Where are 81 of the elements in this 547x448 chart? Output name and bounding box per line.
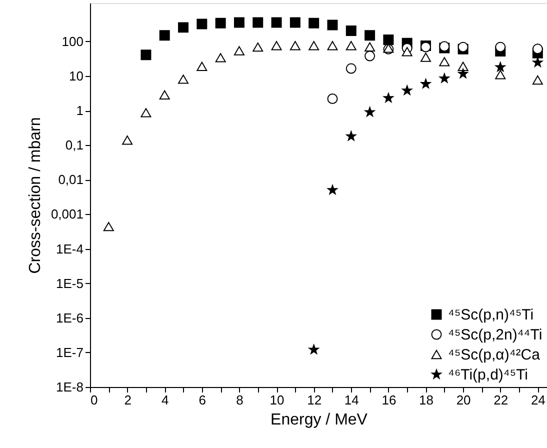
point <box>234 46 244 56</box>
point <box>458 68 468 78</box>
point <box>439 73 450 83</box>
point <box>439 57 450 66</box>
y-tick-label: 0,01 <box>58 172 84 188</box>
x-tick-label: 12 <box>307 392 322 408</box>
point <box>252 17 264 28</box>
point <box>402 46 412 56</box>
point <box>346 26 356 36</box>
point <box>252 42 264 52</box>
point <box>383 92 394 102</box>
point <box>140 108 152 118</box>
point <box>215 18 226 28</box>
point <box>327 94 338 104</box>
legend-label: ⁴⁵Sc(p,n)⁴⁵Ti <box>448 306 534 324</box>
x-tick-label: 0 <box>90 392 98 408</box>
point <box>364 50 376 62</box>
legend-label: ⁴⁵Sc(p,α)⁴²Ca <box>448 346 541 364</box>
point <box>495 70 506 80</box>
x-tick-label: 14 <box>344 392 359 408</box>
x-tick-label: 2 <box>124 392 132 408</box>
y-tick-label: 1E-7 <box>56 344 84 360</box>
y-tick-label: 1E-5 <box>56 276 84 291</box>
point <box>159 90 170 100</box>
point <box>402 85 412 95</box>
point <box>103 222 114 232</box>
y-tick-label: 10 <box>69 68 84 84</box>
point <box>308 41 320 50</box>
x-tick-label: 18 <box>419 392 434 408</box>
x-tick-label: 8 <box>236 392 244 408</box>
y-tick-label: 0,001 <box>50 206 84 222</box>
x-tick-label: 10 <box>270 392 284 408</box>
point <box>532 57 543 67</box>
point <box>122 135 133 145</box>
point <box>178 22 189 33</box>
point <box>271 41 282 50</box>
point <box>215 53 226 62</box>
legend-label: ⁴⁵Sc(p,2n)⁴⁴Ti <box>448 326 542 344</box>
point <box>308 18 320 28</box>
x-tick-label: 20 <box>456 392 471 408</box>
y-tick-label: 1 <box>76 103 84 118</box>
x-tick-label: 22 <box>494 392 508 408</box>
x-axis-title: Energy / MeV <box>270 412 368 428</box>
point <box>532 75 543 85</box>
point <box>290 41 300 50</box>
y-tick-label: 1E-8 <box>56 380 84 394</box>
point <box>364 42 376 52</box>
x-tick-label: 4 <box>161 392 169 408</box>
x-tick-label: 6 <box>198 392 206 408</box>
x-tick-label: 16 <box>382 392 396 408</box>
point <box>327 41 338 50</box>
point <box>364 30 376 41</box>
y-axis-title: Cross-section / mbarn <box>26 117 44 274</box>
point <box>420 52 431 62</box>
point <box>290 17 300 28</box>
point <box>196 62 208 72</box>
x-tick-label: 24 <box>530 392 546 408</box>
point <box>495 42 506 52</box>
point <box>346 131 356 141</box>
point <box>420 78 431 88</box>
point <box>327 20 338 30</box>
y-tick-label: 1E-6 <box>56 310 84 326</box>
point <box>346 41 356 50</box>
y-tick-label: 100 <box>62 34 84 49</box>
legend-label: ⁴⁶Ti(p,d)⁴⁵Ti <box>448 366 528 384</box>
point <box>308 344 319 354</box>
point <box>159 30 170 41</box>
point <box>196 18 208 30</box>
point <box>234 17 244 28</box>
y-tick-label: 1E-4 <box>56 241 84 256</box>
point <box>271 17 282 28</box>
point <box>364 106 375 117</box>
point <box>383 34 394 46</box>
point <box>178 74 189 84</box>
point <box>140 50 152 60</box>
point <box>346 63 356 74</box>
point <box>532 44 543 54</box>
point <box>495 62 506 72</box>
point <box>327 184 338 194</box>
point <box>458 62 468 72</box>
y-tick-label: 0,1 <box>65 138 84 153</box>
